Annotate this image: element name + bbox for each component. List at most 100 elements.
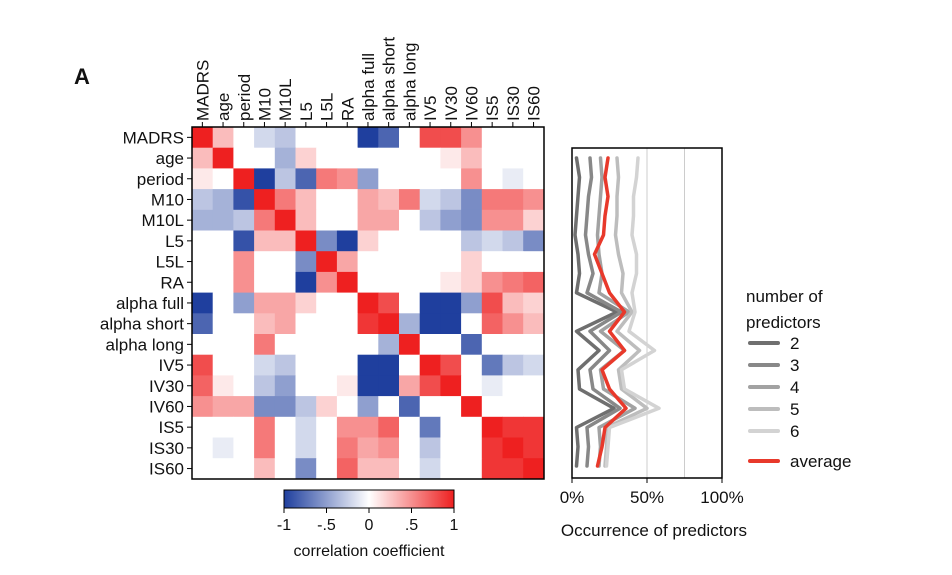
heatmap-cell bbox=[419, 354, 441, 376]
heatmap-cell bbox=[502, 189, 524, 211]
heatmap-cell bbox=[357, 147, 379, 169]
heatmap-cell bbox=[233, 168, 255, 190]
heatmap-column-label: IS5 bbox=[483, 95, 502, 121]
heatmap-cell bbox=[336, 375, 358, 397]
heatmap-cell bbox=[461, 271, 483, 293]
heatmap-cell bbox=[502, 313, 524, 335]
heatmap-cell bbox=[274, 334, 296, 356]
heatmap-cell bbox=[233, 416, 255, 438]
heatmap-cell bbox=[440, 127, 462, 149]
heatmap-cell bbox=[461, 416, 483, 438]
heatmap-cell bbox=[378, 147, 400, 169]
legend-label: 2 bbox=[790, 334, 799, 353]
heatmap-cell bbox=[274, 313, 296, 335]
heatmap-cell bbox=[295, 168, 317, 190]
heatmap-cell bbox=[523, 168, 545, 190]
heatmap-cells bbox=[192, 127, 545, 480]
heatmap-cell bbox=[357, 168, 379, 190]
heatmap-cell bbox=[274, 127, 296, 149]
heatmap-cell bbox=[378, 458, 400, 480]
heatmap-cell bbox=[440, 147, 462, 169]
heatmap-cell bbox=[192, 396, 214, 418]
heatmap-cell bbox=[336, 147, 358, 169]
heatmap-cell bbox=[399, 416, 421, 438]
heatmap-cell bbox=[378, 396, 400, 418]
heatmap-cell bbox=[212, 147, 234, 169]
heatmap-cell bbox=[192, 271, 214, 293]
heatmap-cell bbox=[192, 354, 214, 376]
heatmap-cell bbox=[192, 458, 214, 480]
heatmap-cell bbox=[419, 292, 441, 314]
heatmap-cell bbox=[212, 437, 234, 459]
heatmap-cell bbox=[502, 127, 524, 149]
heatmap-cell bbox=[419, 127, 441, 149]
heatmap-cell bbox=[461, 168, 483, 190]
heatmap-row-label: IS30 bbox=[149, 439, 184, 458]
heatmap-cell bbox=[254, 271, 276, 293]
heatmap-column-label: MADRS bbox=[193, 60, 212, 121]
heatmap-cell bbox=[481, 375, 503, 397]
legend-items: 2 3 4 5 6 average bbox=[748, 334, 851, 471]
heatmap-cell bbox=[212, 209, 234, 231]
heatmap-cell bbox=[523, 271, 545, 293]
heatmap-cell bbox=[461, 437, 483, 459]
heatmap-column-label: M10L bbox=[276, 78, 295, 121]
heatmap-cell bbox=[481, 396, 503, 418]
heatmap-cell bbox=[254, 354, 276, 376]
heatmap-cell bbox=[233, 458, 255, 480]
heatmap-cell bbox=[212, 230, 234, 252]
heatmap-cell bbox=[336, 127, 358, 149]
heatmap-cell bbox=[399, 354, 421, 376]
heatmap-cell bbox=[461, 292, 483, 314]
heatmap-cell bbox=[274, 458, 296, 480]
heatmap-cell bbox=[212, 292, 234, 314]
heatmap-cell bbox=[254, 334, 276, 356]
heatmap-cell bbox=[295, 251, 317, 273]
heatmap-cell bbox=[481, 354, 503, 376]
heatmap-cell bbox=[378, 271, 400, 293]
heatmap-cell bbox=[212, 189, 234, 211]
heatmap-row-label: RA bbox=[160, 273, 184, 292]
heatmap-cell bbox=[192, 127, 214, 149]
heatmap-cell bbox=[316, 230, 338, 252]
heatmap-cell bbox=[274, 189, 296, 211]
heatmap-cell bbox=[212, 251, 234, 273]
heatmap-cell bbox=[440, 313, 462, 335]
heatmap-cell bbox=[523, 147, 545, 169]
colorbar-tick-label: .5 bbox=[405, 517, 418, 534]
heatmap-cell bbox=[254, 127, 276, 149]
heatmap-cell bbox=[212, 313, 234, 335]
heatmap-cell bbox=[192, 209, 214, 231]
heatmap-cell bbox=[316, 127, 338, 149]
heatmap-cell bbox=[502, 168, 524, 190]
heatmap-cell bbox=[481, 147, 503, 169]
legend-label: 6 bbox=[790, 422, 799, 441]
colorbar-tick-label: -1 bbox=[277, 517, 291, 534]
heatmap-cell bbox=[336, 230, 358, 252]
heatmap-cell bbox=[336, 292, 358, 314]
heatmap-cell bbox=[316, 416, 338, 438]
heatmap-cell bbox=[254, 437, 276, 459]
heatmap-cell bbox=[254, 189, 276, 211]
heatmap-cell bbox=[233, 375, 255, 397]
heatmap-cell bbox=[192, 375, 214, 397]
heatmap-cell bbox=[419, 271, 441, 293]
heatmap-cell bbox=[295, 313, 317, 335]
heatmap-cell bbox=[316, 396, 338, 418]
heatmap-cell bbox=[502, 147, 524, 169]
heatmap-cell bbox=[192, 168, 214, 190]
heatmap-cell bbox=[274, 147, 296, 169]
heatmap-cell bbox=[481, 292, 503, 314]
heatmap-cell bbox=[336, 271, 358, 293]
heatmap-cell bbox=[523, 189, 545, 211]
heatmap-cell bbox=[274, 375, 296, 397]
heatmap-cell bbox=[502, 251, 524, 273]
heatmap-cell bbox=[502, 354, 524, 376]
heatmap-cell bbox=[502, 292, 524, 314]
heatmap-cell bbox=[378, 251, 400, 273]
heatmap-cell bbox=[502, 375, 524, 397]
heatmap-cell bbox=[254, 147, 276, 169]
heatmap-cell bbox=[523, 416, 545, 438]
heatmap-frame bbox=[191, 126, 545, 480]
